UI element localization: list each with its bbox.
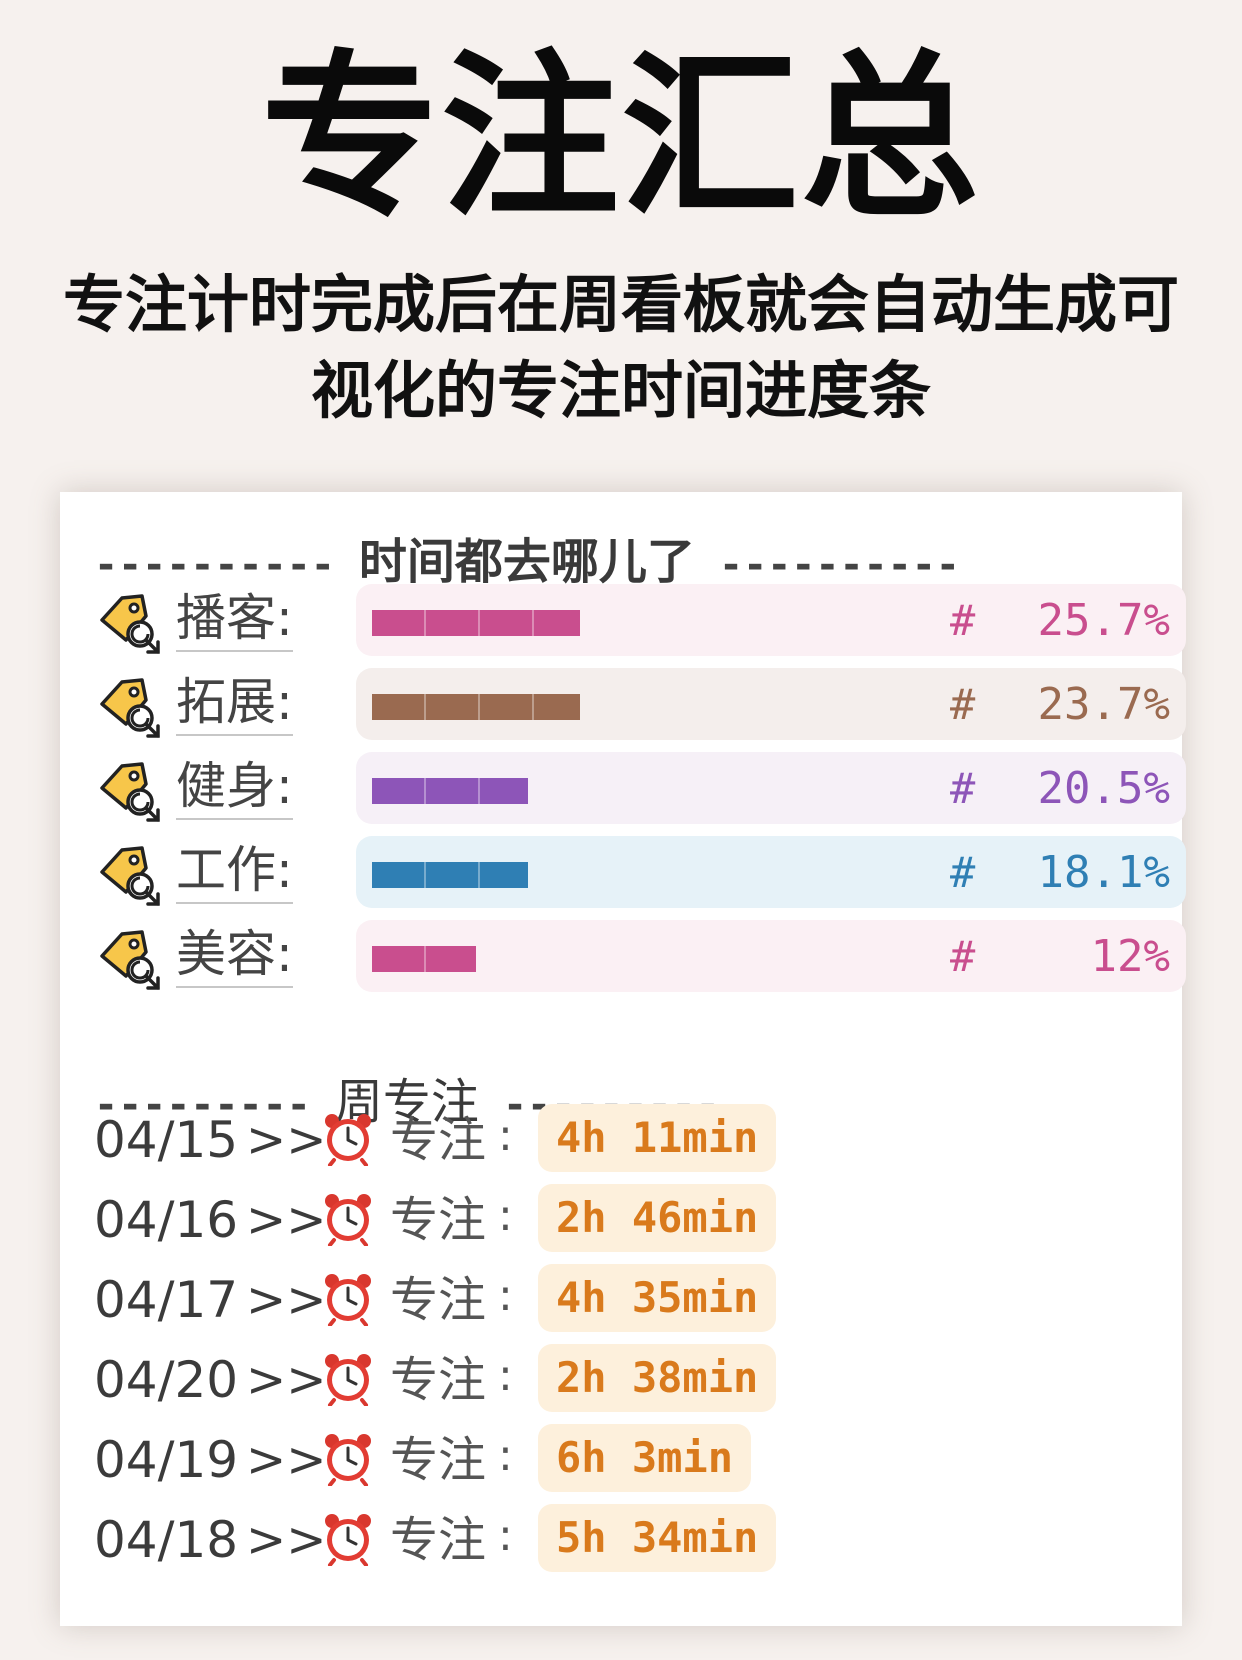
tag-icon bbox=[100, 762, 160, 822]
page-title: 专注汇总 bbox=[261, 34, 981, 241]
category-hash: # bbox=[950, 764, 976, 813]
category-progress-bar: #12% bbox=[356, 920, 1186, 992]
focus-duration-badge: 5h 34min bbox=[538, 1504, 777, 1572]
week-colon: : bbox=[498, 1350, 513, 1401]
week-date: 04/20 bbox=[94, 1351, 239, 1409]
category-row: 工作: #18.1% bbox=[94, 836, 1186, 908]
tag-icon bbox=[100, 930, 160, 990]
week-colon: : bbox=[498, 1430, 513, 1481]
time-section-divider: ---------- 时间都去哪儿了 ---------- bbox=[94, 522, 960, 592]
week-date: 04/19 bbox=[94, 1431, 239, 1489]
week-date: 04/17 bbox=[94, 1271, 239, 1329]
week-focus-label: 专注 bbox=[390, 1512, 487, 1568]
category-percent: 25.7% bbox=[1037, 595, 1170, 646]
week-colon: : bbox=[498, 1190, 513, 1241]
focus-duration-badge: 4h 35min bbox=[538, 1264, 777, 1332]
week-focus-label: 专注 bbox=[390, 1352, 487, 1408]
focus-duration-badge: 6h 3min bbox=[538, 1424, 752, 1492]
category-hash: # bbox=[950, 848, 976, 897]
category-row: 美容: #12% bbox=[94, 920, 1186, 992]
tag-icon bbox=[100, 846, 160, 906]
alarm-clock-icon bbox=[325, 1514, 371, 1566]
alarm-clock-icon bbox=[325, 1354, 371, 1406]
category-percent: 23.7% bbox=[1037, 679, 1170, 730]
week-date: 04/18 bbox=[94, 1511, 239, 1569]
category-hash: # bbox=[950, 596, 976, 645]
week-arrow: >> bbox=[246, 1192, 327, 1248]
alarm-clock-icon bbox=[325, 1274, 371, 1326]
category-name: 工作: bbox=[176, 840, 293, 904]
category-hash: # bbox=[950, 680, 976, 729]
category-percent: 20.5% bbox=[1037, 763, 1170, 814]
category-percent: 18.1% bbox=[1037, 847, 1170, 898]
category-row: 拓展: #23.7% bbox=[94, 668, 1186, 740]
week-arrow: >> bbox=[246, 1112, 327, 1168]
week-focus-label: 专注 bbox=[390, 1272, 487, 1328]
category-progress-fill bbox=[372, 694, 580, 720]
category-progress-fill bbox=[372, 946, 476, 972]
divider-dashes-left: --------- bbox=[94, 1082, 311, 1128]
week-date: 04/15 bbox=[94, 1111, 239, 1169]
category-progress-fill bbox=[372, 778, 528, 804]
week-colon: : bbox=[498, 1110, 513, 1161]
week-focus-label: 专注 bbox=[390, 1432, 487, 1488]
tag-icon bbox=[100, 678, 160, 738]
tag-icon bbox=[100, 594, 160, 654]
alarm-clock-icon bbox=[325, 1434, 371, 1486]
page-subtitle: 专注计时完成后在周看板就会自动生成可 视化的专注时间进度条 bbox=[40, 262, 1202, 434]
category-name: 健身: bbox=[176, 756, 293, 820]
divider-dashes-right: ---------- bbox=[719, 542, 960, 588]
category-percent: 12% bbox=[1090, 931, 1170, 982]
category-row: 健身: #20.5% bbox=[94, 752, 1186, 824]
category-progress-bar: #20.5% bbox=[356, 752, 1186, 824]
focus-summary-card: ---------- 时间都去哪儿了 ---------- 播客: #25.7% 拓… bbox=[60, 492, 1186, 1626]
category-name: 播客: bbox=[176, 588, 293, 652]
category-progress-fill bbox=[372, 610, 580, 636]
focus-duration-badge: 4h 11min bbox=[538, 1104, 777, 1172]
week-colon: : bbox=[498, 1510, 513, 1561]
week-arrow: >> bbox=[246, 1272, 327, 1328]
category-progress-fill bbox=[372, 862, 528, 888]
category-progress-bar: #23.7% bbox=[356, 668, 1186, 740]
week-date: 04/16 bbox=[94, 1191, 239, 1249]
week-colon: : bbox=[498, 1270, 513, 1321]
week-focus-label: 专注 bbox=[390, 1112, 487, 1168]
category-progress-bar: #25.7% bbox=[356, 584, 1186, 656]
category-progress-bar: #18.1% bbox=[356, 836, 1186, 908]
divider-dashes-left: ---------- bbox=[94, 542, 335, 588]
category-hash: # bbox=[950, 932, 976, 981]
week-arrow: >> bbox=[246, 1432, 327, 1488]
category-name: 拓展: bbox=[176, 672, 293, 736]
alarm-clock-icon bbox=[325, 1194, 371, 1246]
week-focus-label: 专注 bbox=[390, 1192, 487, 1248]
week-arrow: >> bbox=[246, 1352, 327, 1408]
focus-duration-badge: 2h 38min bbox=[538, 1344, 777, 1412]
category-row: 播客: #25.7% bbox=[94, 584, 1186, 656]
week-arrow: >> bbox=[246, 1512, 327, 1568]
alarm-clock-icon bbox=[325, 1114, 371, 1166]
time-section-title: 时间都去哪儿了 bbox=[358, 534, 695, 590]
category-name: 美容: bbox=[176, 924, 293, 988]
subtitle-line-2: 视化的专注时间进度条 bbox=[310, 354, 931, 427]
subtitle-line-1: 专注计时完成后在周看板就会自动生成可 bbox=[62, 268, 1179, 341]
week-section-divider: --------- 周专注 --------- bbox=[94, 1062, 720, 1132]
focus-duration-badge: 2h 46min bbox=[538, 1184, 777, 1252]
